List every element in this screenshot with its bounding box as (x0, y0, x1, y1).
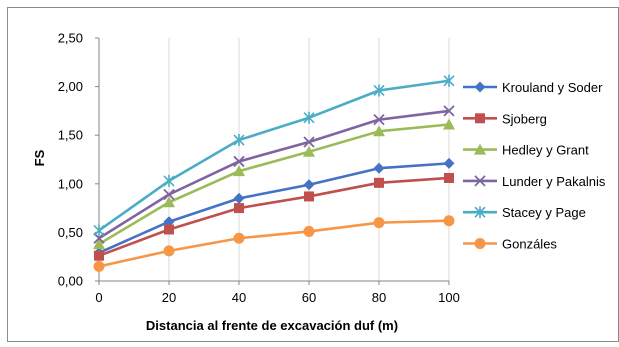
y-tick-label: 2,50 (58, 31, 83, 46)
x-tick-label: 100 (438, 290, 460, 305)
y-tick-label: 1,50 (58, 128, 83, 143)
data-point-square (94, 251, 104, 261)
data-point-circle (234, 233, 245, 244)
data-point-circle (444, 215, 455, 226)
x-tick-label: 20 (162, 290, 176, 305)
data-point-circle (164, 245, 175, 256)
y-tick-label: 0,00 (58, 274, 83, 289)
data-point-square (164, 224, 174, 234)
data-point-square (475, 113, 485, 123)
legend-label: Gonzáles (502, 237, 557, 252)
legend-label: Sjoberg (502, 111, 547, 126)
data-point-circle (374, 217, 385, 228)
x-tick-label: 40 (232, 290, 246, 305)
legend-label: Lunder y Pakalnis (502, 174, 606, 189)
y-axis-title: FS (32, 149, 47, 166)
data-point-square (234, 203, 244, 213)
legend-label: Stacey y Page (502, 205, 586, 220)
x-tick-label: 80 (372, 290, 386, 305)
x-tick-label: 60 (302, 290, 316, 305)
data-point-circle (94, 261, 105, 272)
legend-label: Krouland y Soder (502, 80, 603, 95)
legend-label: Hedley y Grant (502, 143, 589, 158)
data-point-circle (475, 238, 486, 249)
data-point-square (444, 173, 454, 183)
x-tick-label: 0 (95, 290, 102, 305)
data-point-square (304, 191, 314, 201)
x-axis-title: Distancia al frente de excavación duf (m… (146, 318, 398, 333)
y-tick-label: 0,50 (58, 225, 83, 240)
y-tick-label: 2,00 (58, 79, 83, 94)
data-point-circle (304, 226, 315, 237)
y-tick-label: 1,00 (58, 176, 83, 191)
data-point-square (374, 178, 384, 188)
